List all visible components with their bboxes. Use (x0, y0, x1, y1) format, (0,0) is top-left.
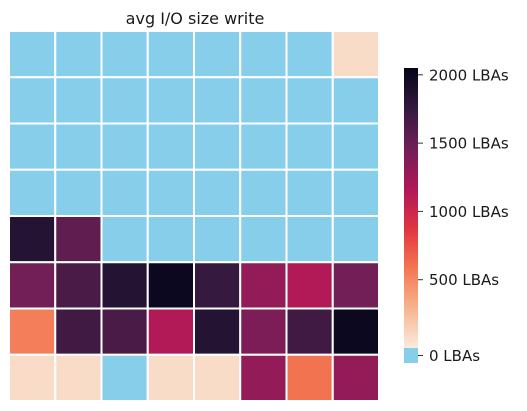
heatmap-cell-r3-c3 (146, 168, 195, 217)
heatmap-cell-r7-c1 (54, 353, 103, 402)
heatmap-cell-r7-c2 (100, 353, 149, 402)
colorbar-ticks: 0 LBAs 500 LBAs 1000 LBAs 1500 LBAs 2000 LBA… (418, 66, 509, 365)
heatmap-cell-r6-c6 (285, 307, 334, 356)
heatmap-cell-r4-c5 (239, 215, 288, 264)
heatmap-cell-r2-c7 (331, 122, 380, 171)
heatmap-cell-r3-c4 (193, 168, 242, 217)
heatmap-cell-r7-c7 (331, 353, 380, 402)
heatmap-cell-r1-c5 (239, 76, 288, 125)
heatmap-cell-r7-c0 (8, 353, 57, 402)
heatmap-cell-r7-c5 (239, 353, 288, 402)
heatmap-cell-r4-c0 (8, 215, 57, 264)
heatmap-cell-r5-c4 (193, 261, 242, 310)
heatmap-cell-r1-c3 (146, 76, 195, 125)
colorbar-tick-label-1: 500 LBAs (429, 271, 499, 289)
heatmap-cell-r6-c0 (8, 307, 57, 356)
heatmap-cell-r0-c0 (8, 30, 57, 79)
heatmap-cell-r2-c5 (239, 122, 288, 171)
heatmap-cell-r2-c2 (100, 122, 149, 171)
heatmap-cell-r0-c5 (239, 30, 288, 79)
heatmap-cell-r4-c6 (285, 215, 334, 264)
heatmap-cell-r6-c3 (146, 307, 195, 356)
heatmap-cell-r0-c6 (285, 30, 334, 79)
heatmap-cell-r1-c6 (285, 76, 334, 125)
heatmap-cell-r7-c4 (193, 353, 242, 402)
heatmap-cell-r1-c1 (54, 76, 103, 125)
heatmap-cell-r0-c4 (193, 30, 242, 79)
colorbar (404, 68, 418, 363)
heatmap-cell-r5-c3 (146, 261, 195, 310)
heatmap-cell-r2-c1 (54, 122, 103, 171)
heatmap-cell-r1-c7 (331, 76, 380, 125)
heatmap-cell-r6-c4 (193, 307, 242, 356)
colorbar-gradient (404, 68, 418, 348)
heatmap-cell-r3-c2 (100, 168, 149, 217)
heatmap-cell-r4-c1 (54, 215, 103, 264)
colorbar-tick-label-0: 0 LBAs (429, 347, 480, 365)
heatmap-cell-r7-c3 (146, 353, 195, 402)
heatmap-cell-r5-c6 (285, 261, 334, 310)
chart-title: avg I/O size write (126, 9, 265, 28)
heatmap-cell-r0-c3 (146, 30, 195, 79)
heatmap-cell-r6-c5 (239, 307, 288, 356)
heatmap-cell-r3-c5 (239, 168, 288, 217)
heatmap-cell-r0-c1 (54, 30, 103, 79)
heatmap-cells (8, 30, 380, 402)
heatmap-cell-r4-c2 (100, 215, 149, 264)
heatmap-cell-r5-c0 (8, 261, 57, 310)
heatmap-cell-r3-c7 (331, 168, 380, 217)
heatmap-cell-r6-c2 (100, 307, 149, 356)
heatmap-cell-r5-c7 (331, 261, 380, 310)
heatmap-cell-r4-c4 (193, 215, 242, 264)
colorbar-tick-label-3: 1500 LBAs (429, 135, 509, 153)
heatmap-cell-r7-c6 (285, 353, 334, 402)
heatmap-cell-r1-c2 (100, 76, 149, 125)
heatmap-cell-r5-c2 (100, 261, 149, 310)
heatmap-cell-r0-c2 (100, 30, 149, 79)
heatmap-cell-r1-c0 (8, 76, 57, 125)
heatmap-cell-r2-c4 (193, 122, 242, 171)
heatmap-cell-r3-c0 (8, 168, 57, 217)
heatmap-cell-r2-c6 (285, 122, 334, 171)
colorbar-zero-segment (404, 348, 418, 363)
heatmap-cell-r6-c7 (331, 307, 380, 356)
heatmap-cell-r3-c6 (285, 168, 334, 217)
heatmap-cell-r2-c3 (146, 122, 195, 171)
heatmap-cell-r2-c0 (8, 122, 57, 171)
heatmap-cell-r3-c1 (54, 168, 103, 217)
heatmap-cell-r0-c7 (331, 30, 380, 79)
heatmap-cell-r4-c7 (331, 215, 380, 264)
colorbar-tick-label-4: 2000 LBAs (429, 66, 509, 84)
heatmap-cell-r6-c1 (54, 307, 103, 356)
heatmap-cell-r1-c4 (193, 76, 242, 125)
heatmap-cell-r5-c5 (239, 261, 288, 310)
heatmap-cell-r4-c3 (146, 215, 195, 264)
heatmap-cell-r5-c1 (54, 261, 103, 310)
colorbar-tick-label-2: 1000 LBAs (429, 203, 509, 221)
